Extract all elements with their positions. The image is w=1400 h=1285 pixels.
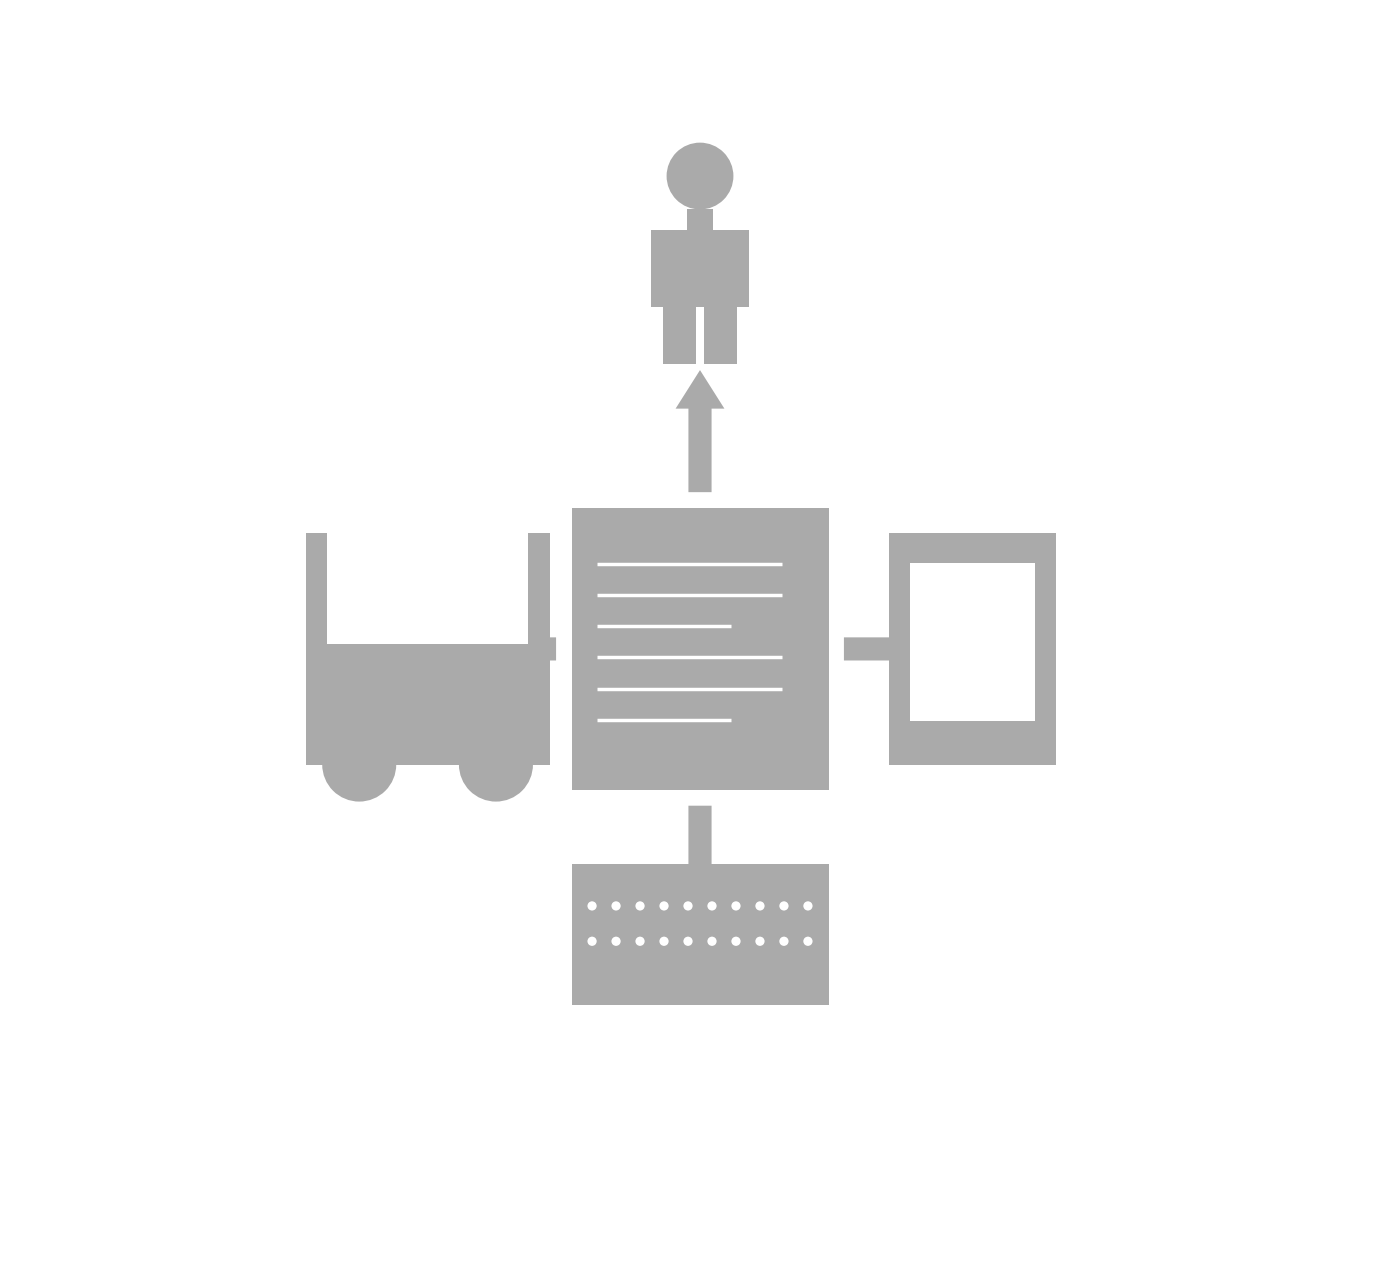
Circle shape (588, 901, 596, 911)
Circle shape (612, 937, 620, 946)
Circle shape (666, 143, 734, 209)
Circle shape (731, 937, 741, 946)
Circle shape (683, 901, 693, 911)
Bar (587, 866, 813, 908)
Polygon shape (844, 625, 966, 673)
Circle shape (636, 901, 644, 911)
Circle shape (612, 901, 620, 911)
Circle shape (588, 937, 596, 946)
Circle shape (659, 901, 669, 911)
Circle shape (756, 901, 764, 911)
Circle shape (707, 937, 717, 946)
Bar (571, 864, 829, 1005)
Circle shape (683, 937, 693, 946)
Circle shape (756, 937, 764, 946)
Polygon shape (434, 625, 556, 673)
Bar (651, 230, 749, 307)
Bar (305, 533, 550, 765)
Circle shape (636, 937, 644, 946)
Circle shape (780, 901, 788, 911)
Circle shape (707, 901, 717, 911)
Polygon shape (676, 370, 724, 492)
Bar (662, 307, 696, 364)
Bar (328, 524, 528, 644)
Circle shape (731, 901, 741, 911)
Bar (571, 508, 829, 790)
Circle shape (804, 901, 812, 911)
Bar (704, 307, 738, 364)
Circle shape (322, 727, 396, 802)
Circle shape (459, 727, 533, 802)
Circle shape (659, 937, 669, 946)
Bar (889, 533, 1056, 765)
Bar (687, 209, 713, 230)
Circle shape (804, 937, 812, 946)
Polygon shape (676, 806, 724, 928)
Bar (910, 563, 1035, 721)
Circle shape (780, 937, 788, 946)
